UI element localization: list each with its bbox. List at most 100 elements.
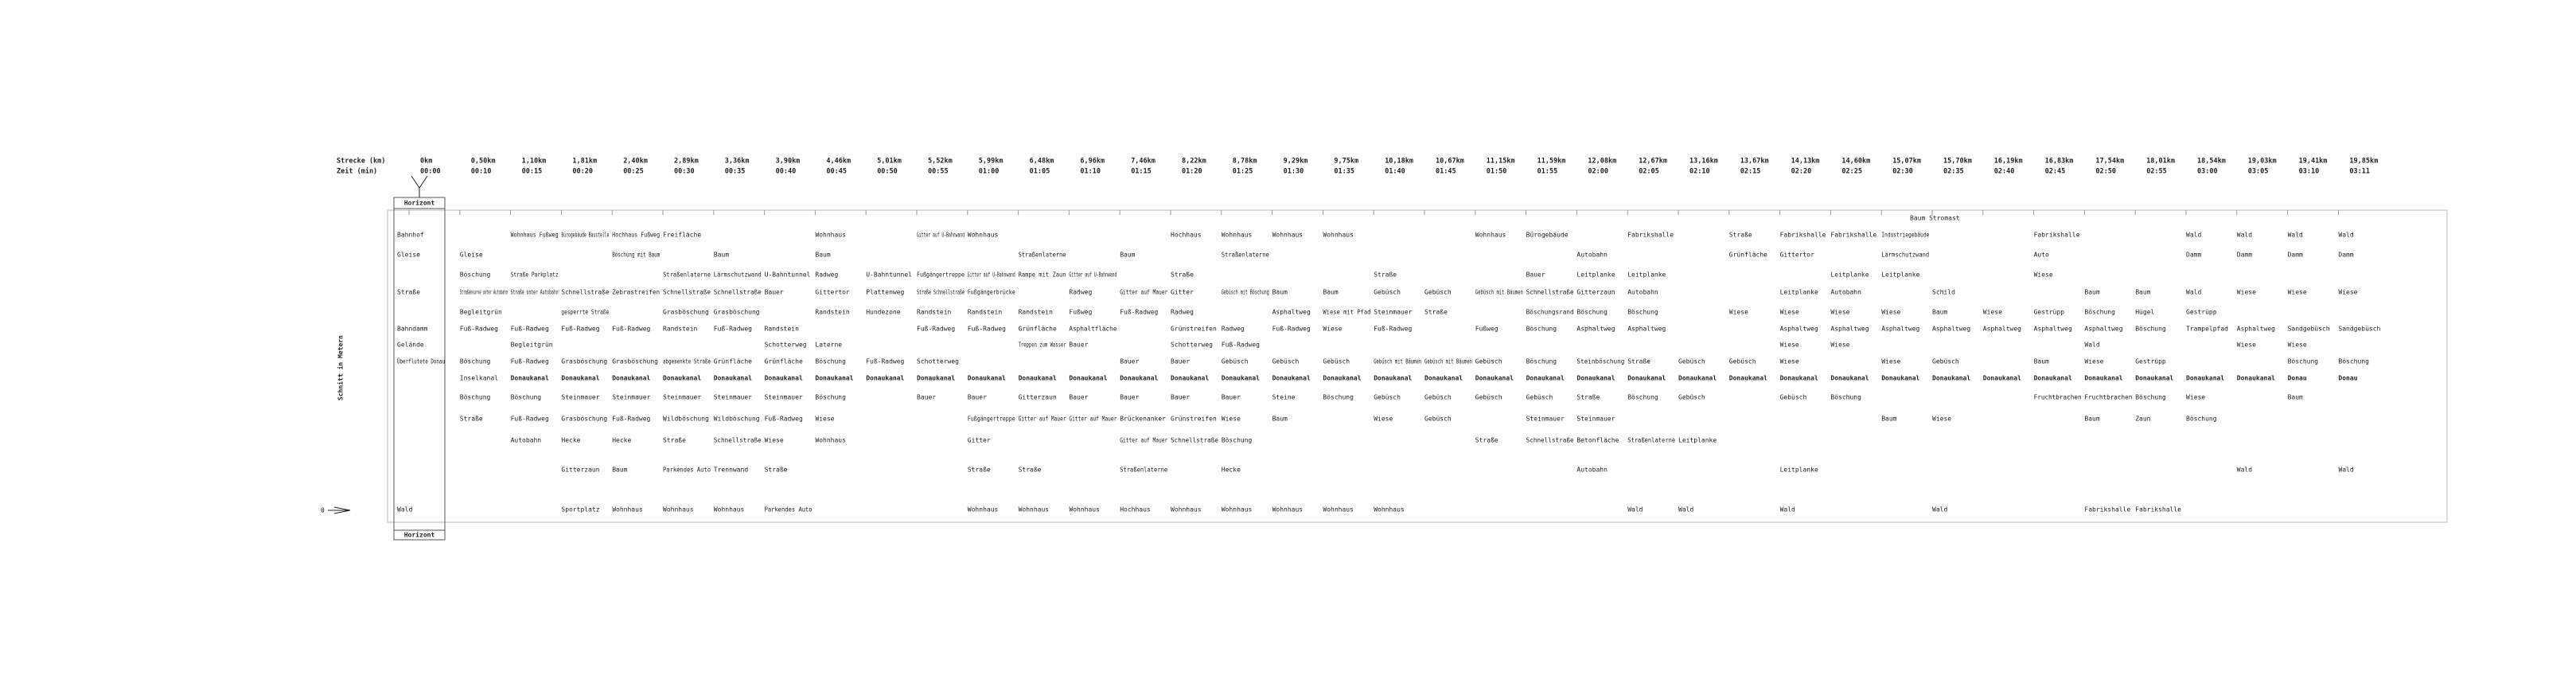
cell-text: Steinmauer <box>1576 416 1615 423</box>
cell-text: Leitplanke <box>1678 437 1717 444</box>
cell-text: Randstein <box>917 309 952 316</box>
column-time: 01:10 <box>1080 168 1101 176</box>
cell-text: Straßenlaterne <box>1019 252 1066 259</box>
cell-text: Fuß-Radweg <box>765 416 803 423</box>
cell-text: Wiese <box>2338 289 2357 296</box>
cell-text: Schnellstraße <box>714 437 762 444</box>
column-time: 00:00 <box>420 168 441 176</box>
cell-text: Straße <box>1576 394 1600 401</box>
cell-text: Steinmauer <box>1374 309 1412 316</box>
cell-text: Böschung <box>1526 358 1557 365</box>
zero-label: 0 <box>321 507 325 514</box>
cell-text: Wald <box>1780 506 1795 514</box>
column-time: 02:35 <box>1943 168 1964 176</box>
cell-text: Gebüsch <box>1678 358 1705 365</box>
cell-text: Asphaltweg <box>2034 326 2072 333</box>
column-km: 1,81km <box>572 158 597 166</box>
cell-text: Autobahn <box>1576 467 1608 474</box>
cell-text: Fußgängerbrücke <box>968 289 1015 296</box>
cell-text: Schotterweg <box>765 342 807 349</box>
cell-text: Fabrikshalle <box>2135 506 2181 514</box>
column-km: 18,54km <box>2197 158 2226 166</box>
cell-text: Damm <box>2338 252 2353 259</box>
column-time: 03:00 <box>2197 168 2218 176</box>
cell-text: Fuß-Radweg <box>511 416 549 423</box>
distance-label: Strecke (km) <box>337 158 385 166</box>
cell-text: Asphaltweg <box>1932 326 1970 333</box>
cell-text: Baum <box>2288 394 2303 401</box>
cell-text: Gebüsch <box>1729 358 1756 365</box>
cell-text: Fuß-Radweg <box>511 326 549 333</box>
cell-text: Donaukanal <box>866 375 904 382</box>
cell-text: Schnellstraße <box>1526 289 1574 296</box>
cell-text: Fabrikshalle <box>1830 232 1876 239</box>
cell-text: Straße <box>968 467 991 474</box>
cell-text: Donaukanal <box>1424 375 1463 382</box>
cell-text: Zaun <box>2135 416 2150 423</box>
column-km: 2,40km <box>623 158 648 166</box>
cell-text: Steinmauer <box>612 394 650 401</box>
horizon-bottom: Horizont <box>404 531 435 539</box>
cell-text: Donaukanal <box>1323 375 1361 382</box>
cell-text: U-Bahntunnel <box>765 271 811 279</box>
cell-text: Wald <box>1932 506 1947 514</box>
cell-text: Wiese <box>1374 416 1393 423</box>
cell-text: Wohnhaus <box>663 506 694 514</box>
cell-text: Gebüsch <box>1678 394 1705 401</box>
cell-text: Wiese <box>2186 394 2205 401</box>
column-time: 02:05 <box>1639 168 1659 176</box>
cell-text: Baum <box>714 252 729 259</box>
cell-text: Straße <box>1475 437 1498 444</box>
cell-text: Fuß-Radweg <box>511 358 549 365</box>
column-km: 13,16km <box>1689 158 1718 166</box>
column-time: 01:40 <box>1385 168 1405 176</box>
cell-text: Straße <box>1627 358 1650 365</box>
cell-text: Bauer <box>1069 342 1088 349</box>
cell-text: Straße <box>1424 309 1448 316</box>
cell-text: Straßenkurve unter Autobahn <box>460 289 508 296</box>
cell-text: Wohnhaus <box>1374 506 1405 514</box>
cell-text: Grünfläche <box>714 358 752 365</box>
cell-text: Fuß-Radweg <box>612 416 650 423</box>
cell-text: Fabrikshalle <box>2084 506 2130 514</box>
cell-text: Baum <box>2034 358 2049 365</box>
cell-text: Donaukanal <box>1881 375 1919 382</box>
cell-text: Donaukanal <box>1069 375 1107 382</box>
cell-text: Donaukanal <box>1678 375 1717 382</box>
cell-text: Gestrüpp <box>2034 309 2065 316</box>
cell-text: Donaukanal <box>1475 375 1514 382</box>
cell-text: Begleitgrün <box>511 342 553 349</box>
cell-text: Gebüsch <box>1222 358 1249 365</box>
cell-text: Wiese <box>1881 358 1900 365</box>
cell-text: Grünfläche <box>1729 252 1767 259</box>
column-km: 7,46km <box>1131 158 1155 166</box>
column-km: 19,85km <box>2349 158 2378 166</box>
cell-text: Donaukanal <box>815 375 853 382</box>
cell-text: Randstein <box>765 326 800 333</box>
cell-text: Bahndamm <box>397 326 428 333</box>
cell-text: Steinmauer <box>765 394 803 401</box>
cell-text: Gebüsch <box>1475 358 1502 365</box>
cell-text: Autobahn <box>511 437 542 444</box>
cell-text: Donaukanal <box>511 375 549 382</box>
cell-text: Straßenlaterne <box>1120 467 1167 474</box>
time-label: Zeit (min) <box>337 167 377 176</box>
cell-text: Wiese <box>765 437 784 444</box>
column-time: 01:25 <box>1233 168 1253 176</box>
cell-text: Böschung <box>2288 358 2319 365</box>
cell-text: Gitterzaun <box>561 467 599 474</box>
cell-text: Wohnhaus <box>1222 506 1253 514</box>
cell-text: Grünstreifen <box>1171 326 1217 333</box>
cell-text: Asphaltweg <box>1881 326 1919 333</box>
column-km: 14,13km <box>1791 158 1820 166</box>
column-km: 11,15km <box>1487 158 1515 166</box>
cell-text: Wiese mit Pfad <box>1323 309 1370 316</box>
cell-text: Wohnhaus <box>612 506 643 514</box>
cell-text: Fußgängertreppe <box>968 416 1015 423</box>
column-km: 6,48km <box>1030 158 1054 166</box>
cell-text: Donaukanal <box>1576 375 1615 382</box>
cell-text: Leitplanke <box>1780 467 1818 474</box>
cell-text: Steinmauer <box>714 394 752 401</box>
cell-text: Fuß-Radweg <box>1272 326 1311 333</box>
cell-text: Steine <box>1272 394 1296 401</box>
